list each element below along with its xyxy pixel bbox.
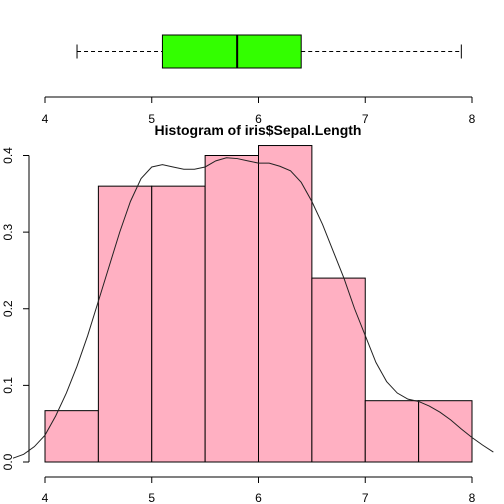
- histogram-bar: [151, 185, 206, 463]
- histogram-bar: [311, 277, 366, 463]
- boxplot-x-axis: 4 5 6 7 8: [42, 96, 476, 126]
- boxplot-x-tick-label: 4: [42, 112, 49, 126]
- histogram-y-tick-label: 0.2: [1, 300, 15, 317]
- histogram-x-tick-label: 6: [255, 491, 262, 504]
- histogram-x-axis: 4 5 6 7 8: [42, 476, 476, 504]
- boxplot-x-tick-label: 6: [255, 112, 262, 126]
- histogram-bar: [97, 185, 153, 463]
- histogram-bar: [258, 145, 313, 463]
- histogram-panel: 4 5 6 7 8 0.0 0.1 0.2 0.3 0.4 Histogram of iris$…: [1, 122, 494, 504]
- histogram-bar: [44, 410, 99, 463]
- histogram-x-tick-label: 7: [362, 491, 369, 504]
- density-curve: [12, 157, 494, 459]
- histogram-bar: [204, 155, 259, 463]
- histogram-x-tick-label: 4: [42, 491, 49, 504]
- histogram-y-tick-label: 0.3: [1, 223, 15, 240]
- histogram-y-tick-label: 0.1: [1, 377, 15, 394]
- boxplot-box: [161, 34, 302, 69]
- histogram-y-tick-label: 0.0: [1, 453, 15, 470]
- histogram-bar: [418, 400, 473, 463]
- histogram-x-tick-label: 5: [148, 491, 155, 504]
- histogram-bars: [44, 145, 473, 463]
- boxplot: [76, 34, 462, 69]
- histogram-y-tick-label: 0.4: [1, 147, 15, 164]
- histogram-y-axis: 0.0 0.1 0.2 0.3 0.4: [1, 147, 30, 470]
- boxplot-panel: 4 5 6 7 8: [42, 34, 476, 126]
- boxplot-x-tick-label: 5: [148, 112, 155, 126]
- boxplot-x-tick-label: 8: [469, 112, 476, 126]
- histogram-bar: [364, 400, 420, 463]
- histogram-x-tick-label: 8: [469, 491, 476, 504]
- boxplot-x-tick-label: 7: [362, 112, 369, 126]
- histogram-title: Histogram of iris$Sepal.Length: [155, 122, 362, 138]
